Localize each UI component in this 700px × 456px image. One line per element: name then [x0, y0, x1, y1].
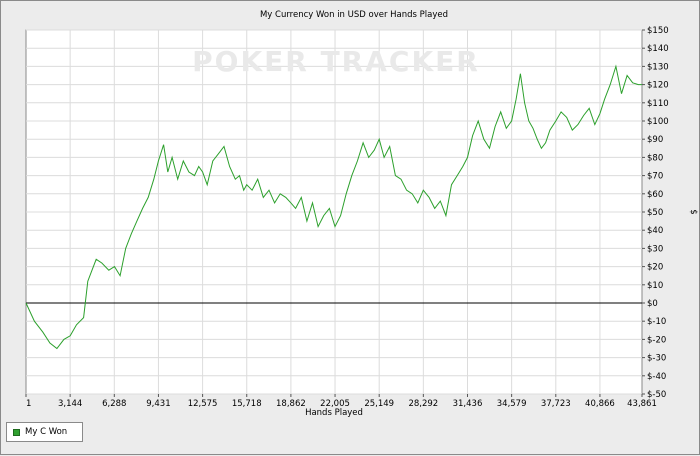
x-tick-label: 18,862: [276, 399, 306, 409]
x-tick-label: 12,575: [188, 399, 218, 409]
y-tick-label: $-50: [647, 390, 666, 400]
legend-label: My C Won: [25, 427, 68, 437]
y-tick-label: $120: [647, 81, 669, 91]
x-tick-label: 22,005: [320, 399, 350, 409]
y-tick-label: $-20: [647, 335, 666, 345]
x-tick-label: 28,292: [408, 399, 438, 409]
x-tick-label: 31,436: [453, 399, 483, 409]
x-axis-label: Hands Played: [305, 408, 363, 418]
y-tick-label: $10: [647, 281, 663, 291]
y-tick-label: $0: [647, 299, 658, 309]
x-tick-label: 3,144: [58, 399, 82, 409]
y-tick-label: $110: [647, 99, 669, 109]
grid: [26, 29, 642, 395]
y-axis-label: $: [688, 209, 698, 214]
y-tick-label: $60: [647, 190, 663, 200]
y-axis: $-50 $-40 $-30 $-20 $-10 $0 $10 $20 $30 $40 $50 $60…: [642, 26, 669, 400]
y-tick-label: $70: [647, 172, 663, 182]
watermark: POKER TRACKER: [192, 45, 480, 78]
x-tick-label: 15,718: [232, 399, 262, 409]
x-axis: 1 3,144 6,288 9,431 12,575 15,718 18,862 22,005…: [25, 394, 657, 409]
y-tick-label: $80: [647, 153, 663, 163]
x-tick-label: 40,866: [585, 399, 615, 409]
y-tick-label: $40: [647, 226, 663, 236]
chart-title: My Currency Won in USD over Hands Played: [260, 10, 448, 20]
y-tick-label: $-40: [647, 372, 666, 382]
y-tick-label: $100: [647, 117, 669, 127]
x-tick-label: 1: [26, 399, 31, 409]
series-line-my-c-won: [25, 64, 642, 350]
legend: My C Won: [6, 422, 83, 442]
y-tick-label: $30: [647, 244, 663, 254]
x-tick-label: 43,861: [627, 399, 657, 409]
y-tick-label: $50: [647, 208, 663, 218]
x-tick-label: 25,149: [364, 399, 394, 409]
y-tick-label: $140: [647, 44, 669, 54]
x-tick-label: 6,288: [102, 399, 126, 409]
y-tick-label: $150: [647, 26, 669, 36]
x-tick-label: 9,431: [146, 399, 170, 409]
y-tick-label: $-10: [647, 317, 666, 327]
legend-swatch: [13, 428, 20, 436]
x-tick-label: 34,579: [497, 399, 527, 409]
y-tick-label: $20: [647, 263, 663, 273]
y-tick-label: $-30: [647, 354, 666, 364]
y-tick-label: $90: [647, 135, 663, 145]
y-tick-label: $130: [647, 62, 669, 72]
x-tick-label: 37,723: [541, 399, 571, 409]
